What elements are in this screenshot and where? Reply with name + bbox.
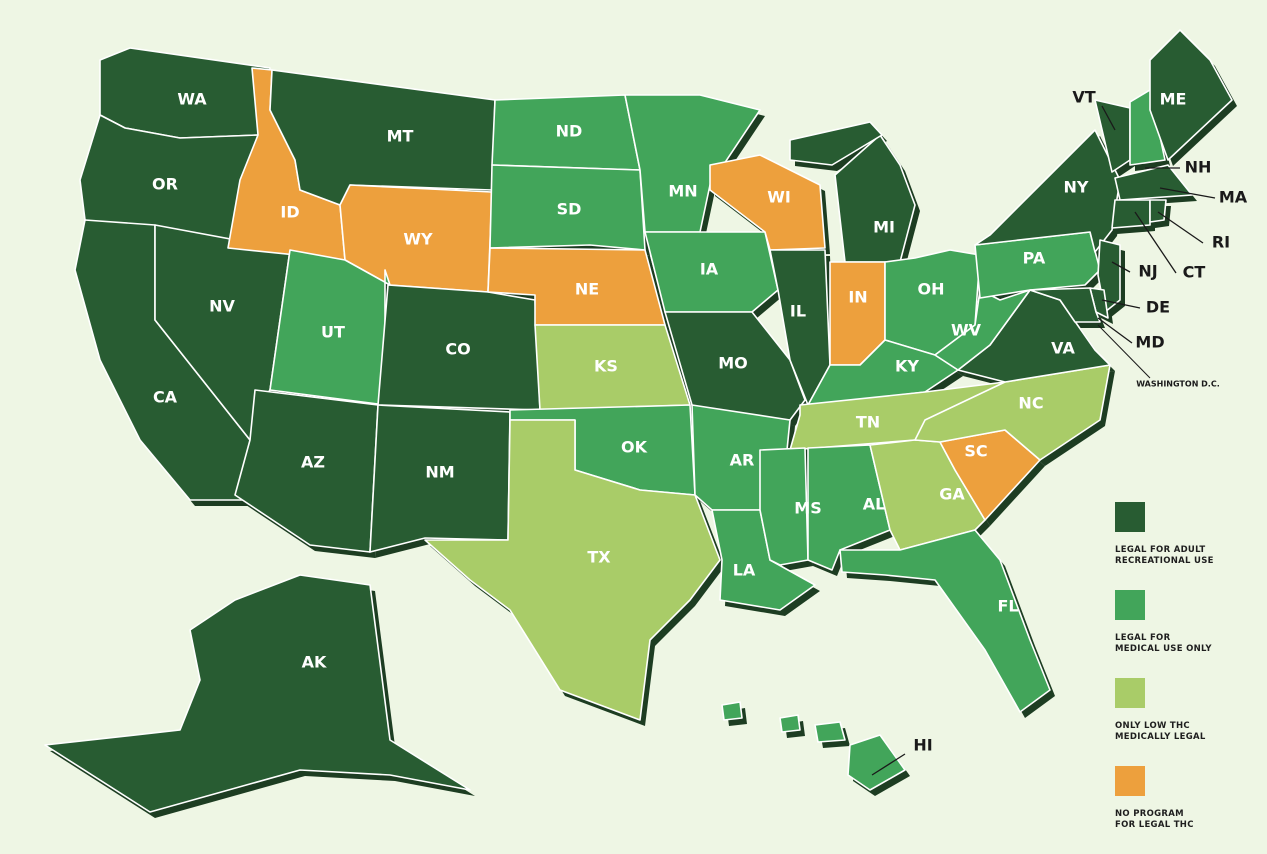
state-wv[interactable] [934, 289, 1031, 371]
state-label: UT [321, 323, 345, 342]
legend-item-medical: LEGAL FOR MEDICAL USE ONLY [1115, 590, 1265, 655]
state-label: OR [152, 175, 178, 194]
state-ak[interactable] [44, 574, 471, 813]
state-label: IA [700, 260, 719, 279]
legend-swatch [1115, 766, 1145, 796]
state-label: NJ [1138, 262, 1157, 281]
legend-swatch [1115, 590, 1145, 620]
leader-line [1111, 261, 1131, 273]
state-hi[interactable] [779, 714, 801, 733]
state-label: ND [556, 122, 583, 141]
state-label: HI [913, 736, 932, 755]
leader-line [1101, 105, 1116, 131]
state-label: NC [1018, 394, 1043, 413]
state-tx[interactable] [424, 419, 721, 721]
state-ma[interactable] [1114, 164, 1193, 201]
state-label: WI [767, 188, 791, 207]
state-sd[interactable] [489, 164, 646, 251]
state-mt[interactable] [269, 69, 496, 206]
state-label: TX [587, 548, 611, 567]
state-label: NE [575, 280, 599, 299]
state-mn[interactable] [624, 94, 761, 233]
state-label: FL [997, 597, 1018, 616]
leader-line [1097, 324, 1151, 379]
state-label: ME [1160, 90, 1187, 109]
state-label: MS [794, 499, 821, 518]
leader-line [1159, 187, 1216, 199]
state-fl[interactable] [839, 529, 1051, 713]
state-label: NM [425, 463, 454, 482]
leader-line [1101, 299, 1141, 309]
leader-line [1097, 317, 1133, 344]
leader-line [1157, 211, 1204, 244]
state-label: IL [790, 302, 806, 321]
state-label: VA [1051, 339, 1075, 358]
state-label: LA [733, 561, 756, 580]
state-label: MA [1219, 188, 1248, 207]
legend-label: LEGAL FOR ADULT RECREATIONAL USE [1115, 545, 1214, 566]
state-mi[interactable] [789, 121, 883, 166]
state-md[interactable] [1029, 287, 1101, 323]
state-label: AL [863, 495, 886, 514]
state-label: WY [403, 230, 433, 249]
state-label: MD [1135, 333, 1164, 352]
dc-label: WASHINGTON D.C. [1136, 380, 1220, 389]
state-label: VT [1072, 88, 1095, 107]
state-label: MT [387, 127, 414, 146]
state-label: OK [621, 438, 648, 457]
state-label: ID [280, 203, 299, 222]
leader-line [1134, 211, 1177, 274]
state-hi[interactable] [721, 701, 743, 721]
state-label: NY [1064, 178, 1089, 197]
state-me[interactable] [1149, 29, 1233, 161]
state-label: TN [856, 413, 880, 432]
state-label: CO [445, 340, 470, 359]
legend-label: ONLY LOW THC MEDICALLY LEGAL [1115, 721, 1206, 742]
leader-line [871, 753, 906, 776]
state-label: WA [177, 90, 207, 109]
state-label: MO [718, 354, 748, 373]
state-label: GA [939, 485, 965, 504]
state-label: OH [918, 280, 945, 299]
state-label: DE [1146, 298, 1170, 317]
state-ny[interactable] [974, 129, 1121, 253]
state-hi[interactable] [847, 734, 906, 791]
state-label: RI [1212, 233, 1230, 252]
state-label: MN [668, 182, 697, 201]
legend-label: LEGAL FOR MEDICAL USE ONLY [1115, 633, 1212, 654]
state-label: CT [1183, 263, 1206, 282]
state-label: SC [964, 442, 987, 461]
state-ia[interactable] [644, 231, 779, 313]
state-hi[interactable] [814, 721, 846, 743]
state-label: MI [873, 218, 895, 237]
state-label: KY [895, 357, 919, 376]
legend-label: NO PROGRAM FOR LEGAL THC [1115, 809, 1194, 830]
state-label: AZ [301, 453, 325, 472]
state-label: NH [1185, 158, 1212, 177]
state-label: AK [302, 653, 327, 672]
state-ut[interactable] [269, 249, 391, 406]
state-label: AR [730, 451, 755, 470]
state-label: KS [594, 357, 618, 376]
state-label: CA [153, 388, 178, 407]
state-label: SD [557, 200, 582, 219]
state-label: PA [1023, 249, 1046, 268]
state-label: NV [209, 297, 235, 316]
state-ms[interactable] [759, 447, 809, 566]
state-nh[interactable] [1129, 89, 1166, 166]
legend-swatch [1115, 678, 1145, 708]
state-ri[interactable] [1149, 199, 1167, 223]
state-wi[interactable] [709, 154, 826, 251]
legend-item-low-thc: ONLY LOW THC MEDICALLY LEGAL [1115, 678, 1265, 743]
legend-item-recreational: LEGAL FOR ADULT RECREATIONAL USE [1115, 502, 1265, 567]
legend-item-none: NO PROGRAM FOR LEGAL THC [1115, 766, 1265, 831]
state-label: IN [848, 288, 867, 307]
legend: LEGAL FOR ADULT RECREATIONAL USE LEGAL F… [1115, 502, 1265, 854]
state-label: WV [951, 321, 982, 340]
legend-swatch [1115, 502, 1145, 532]
state-ct[interactable] [1111, 199, 1151, 229]
state-nm[interactable] [369, 404, 511, 553]
